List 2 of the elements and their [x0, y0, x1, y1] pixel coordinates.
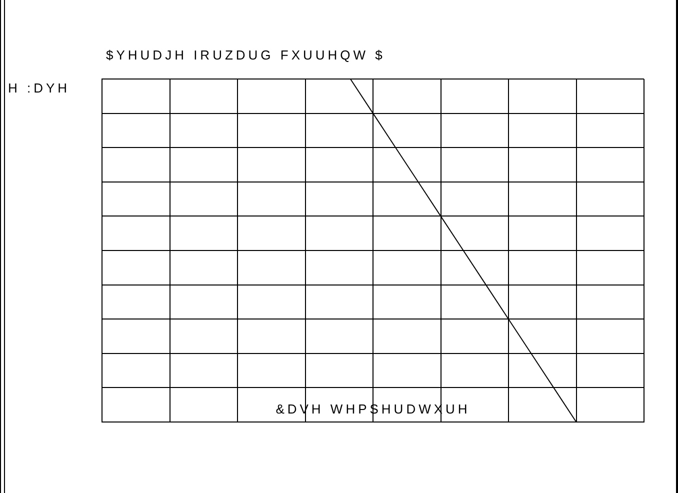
- chart-title: $YHUDJH IRUZDUG FXUUHQW $: [106, 48, 386, 63]
- y-axis-title: H :DYH: [8, 80, 70, 96]
